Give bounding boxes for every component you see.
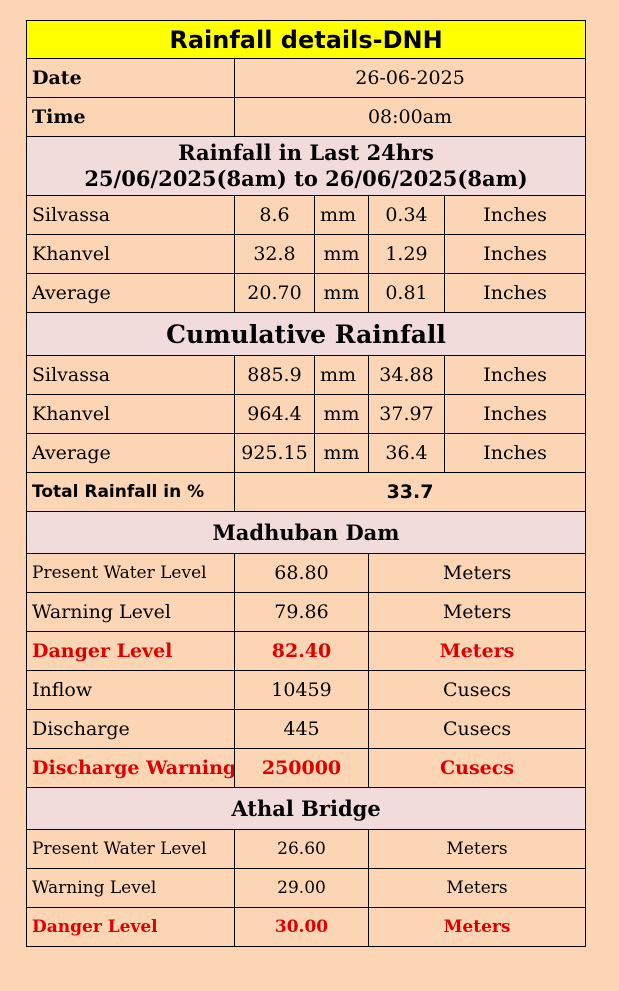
danger-level-label: Danger Level <box>26 631 235 671</box>
danger-level-label: Danger Level <box>26 907 235 947</box>
discharge-unit: Cusecs <box>367 709 587 749</box>
inches-value: 34.88 <box>368 355 445 395</box>
table-row: Discharge Warning 250000 Cusecs <box>26 748 587 788</box>
total-rainfall-label: Total Rainfall in % <box>26 472 235 512</box>
table-row: Average 20.70 mm 0.81 Inches <box>26 273 587 313</box>
inflow-unit: Cusecs <box>367 670 587 710</box>
level-label: Present Water Level <box>26 829 235 869</box>
madhuban-heading: Madhuban Dam <box>25 511 587 554</box>
station-name: Silvassa <box>26 355 235 395</box>
level-label: Warning Level <box>26 868 235 908</box>
station-name: Khanvel <box>26 234 235 274</box>
time-label: Time <box>26 97 235 137</box>
total-rainfall-value: 33.7 <box>233 472 587 512</box>
danger-level-value: 82.40 <box>234 631 369 671</box>
inches-unit: Inches <box>443 433 587 473</box>
mm-unit: mm <box>314 273 369 313</box>
table-row: Silvassa 885.9 mm 34.88 Inches <box>26 355 587 395</box>
table-row: Danger Level 82.40 Meters <box>26 631 587 671</box>
danger-level-value: 30.00 <box>234 907 369 947</box>
level-value: 68.80 <box>234 553 369 593</box>
level-value: 79.86 <box>234 592 369 632</box>
danger-level-unit: Meters <box>367 631 587 671</box>
level-value: 26.60 <box>234 829 369 869</box>
cumulative-heading: Cumulative Rainfall <box>25 312 587 356</box>
athal-heading: Athal Bridge <box>25 787 587 830</box>
inflow-value: 10459 <box>234 670 369 710</box>
mm-value: 32.8 <box>234 234 315 274</box>
table-row: Khanvel 964.4 mm 37.97 Inches <box>26 394 587 434</box>
inches-unit: Inches <box>443 234 587 274</box>
inches-value: 0.81 <box>368 273 445 313</box>
discharge-warning-label: Discharge Warning <box>26 748 235 788</box>
mm-unit: mm <box>314 394 369 434</box>
table-row: Inflow 10459 Cusecs <box>26 670 587 710</box>
level-label: Present Water Level <box>26 553 235 593</box>
discharge-warning-value: 250000 <box>234 748 369 788</box>
discharge-value: 445 <box>234 709 369 749</box>
mm-unit: mm <box>314 195 369 235</box>
time-value: 08:00am <box>233 97 587 137</box>
station-name: Khanvel <box>26 394 235 434</box>
level-unit: Meters <box>367 829 587 869</box>
inches-unit: Inches <box>443 355 587 395</box>
danger-level-unit: Meters <box>367 907 587 947</box>
mm-value: 885.9 <box>234 355 315 395</box>
table-row: Discharge 445 Cusecs <box>26 709 587 749</box>
inches-value: 37.97 <box>368 394 445 434</box>
last24-heading-line2: 25/06/2025(8am) to 26/06/2025(8am) <box>84 166 528 191</box>
discharge-label: Discharge <box>26 709 235 749</box>
station-name: Silvassa <box>26 195 235 235</box>
table-row: Average 925.15 mm 36.4 Inches <box>26 433 587 473</box>
table-row: Warning Level 29.00 Meters <box>26 868 587 908</box>
mm-unit: mm <box>314 355 369 395</box>
mm-unit: mm <box>314 234 369 274</box>
last24-heading: Rainfall in Last 24hrs 25/06/2025(8am) t… <box>25 136 587 196</box>
level-unit: Meters <box>367 553 587 593</box>
inches-unit: Inches <box>443 394 587 434</box>
level-value: 29.00 <box>234 868 369 908</box>
date-value: 26-06-2025 <box>233 58 587 98</box>
table-row: Present Water Level 68.80 Meters <box>26 553 587 593</box>
inches-unit: Inches <box>443 195 587 235</box>
page-title: Rainfall details-DNH <box>25 20 587 59</box>
mm-value: 20.70 <box>234 273 315 313</box>
table-row: Present Water Level 26.60 Meters <box>26 829 587 869</box>
inches-value: 36.4 <box>368 433 445 473</box>
mm-value: 964.4 <box>234 394 315 434</box>
table-row: Khanvel 32.8 mm 1.29 Inches <box>26 234 587 274</box>
table-row: Warning Level 79.86 Meters <box>26 592 587 632</box>
rainfall-table: Rainfall details-DNH Date 26-06-2025 Tim… <box>25 20 587 947</box>
table-row: Danger Level 30.00 Meters <box>26 907 587 947</box>
station-name: Average <box>26 433 235 473</box>
inches-value: 1.29 <box>368 234 445 274</box>
inches-unit: Inches <box>443 273 587 313</box>
mm-value: 8.6 <box>234 195 315 235</box>
inflow-label: Inflow <box>26 670 235 710</box>
level-unit: Meters <box>367 868 587 908</box>
date-label: Date <box>26 58 235 98</box>
mm-value: 925.15 <box>234 433 315 473</box>
level-label: Warning Level <box>26 592 235 632</box>
discharge-warning-unit: Cusecs <box>367 748 587 788</box>
station-name: Average <box>26 273 235 313</box>
last24-heading-line1: Rainfall in Last 24hrs <box>178 140 434 165</box>
mm-unit: mm <box>314 433 369 473</box>
level-unit: Meters <box>367 592 587 632</box>
table-row: Silvassa 8.6 mm 0.34 Inches <box>26 195 587 235</box>
inches-value: 0.34 <box>368 195 445 235</box>
